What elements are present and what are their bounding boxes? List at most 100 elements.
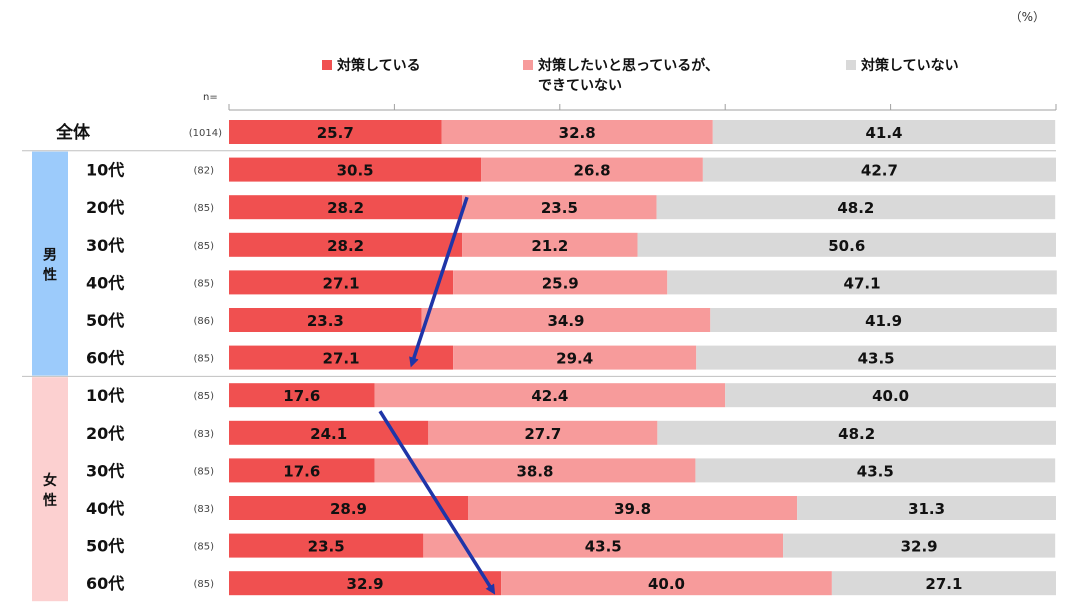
data-label: 21.2: [531, 237, 568, 255]
bar-segment: [229, 270, 454, 295]
category-label: 60代: [86, 349, 124, 368]
legend-label: 対策したいと思っているが、: [537, 57, 719, 74]
data-label: 41.4: [865, 124, 902, 142]
category-label: 60代: [86, 574, 124, 593]
n-value: (83): [193, 504, 214, 515]
n-value: (85): [193, 391, 214, 402]
n-value: (85): [193, 278, 214, 289]
bar-segment: [712, 120, 1056, 144]
data-label: 32.9: [901, 538, 938, 556]
bar-segment: [229, 571, 502, 596]
bar-segment: [695, 458, 1056, 483]
data-label: 32.8: [559, 124, 596, 142]
data-label: 50.6: [828, 237, 865, 255]
group-label: 男: [43, 248, 57, 264]
data-label: 23.3: [307, 312, 344, 330]
n-value: (85): [193, 542, 214, 553]
n-value: (85): [193, 466, 214, 477]
category-label: 10代: [86, 161, 124, 180]
data-label: 27.1: [323, 350, 360, 368]
bar-segment: [229, 120, 442, 144]
data-label: 25.9: [542, 274, 579, 292]
n-value: (85): [193, 354, 214, 365]
category-label: 40代: [86, 499, 124, 518]
n-value: (1014): [189, 128, 222, 139]
data-label: 31.3: [908, 500, 945, 518]
bar-segment: [462, 195, 657, 220]
category-label: 40代: [86, 273, 124, 292]
bar-segment: [725, 383, 1056, 408]
data-label: 28.9: [330, 500, 367, 518]
data-label: 47.1: [844, 274, 881, 292]
bar-segment: [637, 232, 1056, 257]
bar-segment: [229, 458, 375, 483]
data-label: 43.5: [585, 538, 622, 556]
data-label: 27.1: [323, 274, 360, 292]
data-label: 23.5: [308, 538, 345, 556]
bar-segment: [657, 420, 1056, 445]
data-label: 30.5: [337, 162, 374, 180]
bar-segment: [374, 458, 696, 483]
bar-segment: [229, 308, 422, 332]
n-value: (85): [193, 203, 214, 214]
data-label: 34.9: [547, 312, 584, 330]
data-label: 17.6: [283, 462, 320, 480]
legend-swatch: [322, 60, 332, 70]
bar-segment: [656, 195, 1056, 220]
n-header: n=: [203, 92, 218, 103]
legend-label: 対策している: [336, 57, 421, 74]
bar-segment: [501, 571, 832, 596]
data-label: 40.0: [872, 387, 909, 405]
bar-segment: [229, 383, 375, 408]
bar-segment: [468, 496, 798, 520]
bar-segment: [462, 232, 638, 257]
bar-segment: [423, 533, 784, 558]
category-label: 10代: [86, 386, 124, 405]
data-label: 48.2: [837, 199, 874, 217]
data-label: 23.5: [541, 199, 578, 217]
data-label: 40.0: [648, 575, 685, 593]
bar-segment: [453, 270, 668, 295]
data-label: 41.9: [865, 312, 902, 330]
legend-label: 対策していない: [860, 57, 959, 74]
data-label: 26.8: [574, 162, 611, 180]
bar-segment: [229, 195, 463, 220]
category-label: 50代: [86, 311, 124, 330]
bar-segment: [441, 120, 713, 144]
group-label: 性: [43, 492, 57, 509]
category-label: 30代: [86, 461, 124, 480]
data-label: 42.7: [861, 162, 898, 180]
bar-segment: [453, 345, 697, 370]
data-label: 42.4: [531, 387, 568, 405]
data-label: 29.4: [556, 350, 593, 368]
data-label: 27.1: [925, 575, 962, 593]
bar-segment: [667, 270, 1057, 295]
trend-arrow: [409, 196, 469, 368]
category-label: 20代: [86, 198, 124, 217]
bar-segment: [831, 571, 1056, 596]
bar-segment: [696, 345, 1056, 370]
category-label: 全体: [55, 122, 91, 143]
trend-arrow: [378, 410, 496, 595]
legend-swatch: [846, 60, 856, 70]
group-label: 女: [43, 472, 57, 489]
bar-segment: [229, 533, 424, 558]
data-label: 48.2: [838, 425, 875, 443]
data-label: 25.7: [317, 124, 354, 142]
data-label: 28.2: [327, 237, 364, 255]
bar-segment: [702, 157, 1056, 182]
bar-segment: [710, 308, 1057, 332]
data-label: 27.7: [524, 425, 561, 443]
category-label: 50代: [86, 537, 124, 556]
data-label: 17.6: [283, 387, 320, 405]
n-value: (85): [193, 241, 214, 252]
data-label: 39.8: [614, 500, 651, 518]
category-label: 20代: [86, 424, 124, 443]
group-label: 性: [43, 267, 57, 284]
data-label: 43.5: [857, 462, 894, 480]
n-value: (85): [193, 579, 214, 590]
group-band: [32, 377, 68, 602]
legend-label: できていない: [538, 78, 622, 94]
data-label: 32.9: [347, 575, 384, 593]
